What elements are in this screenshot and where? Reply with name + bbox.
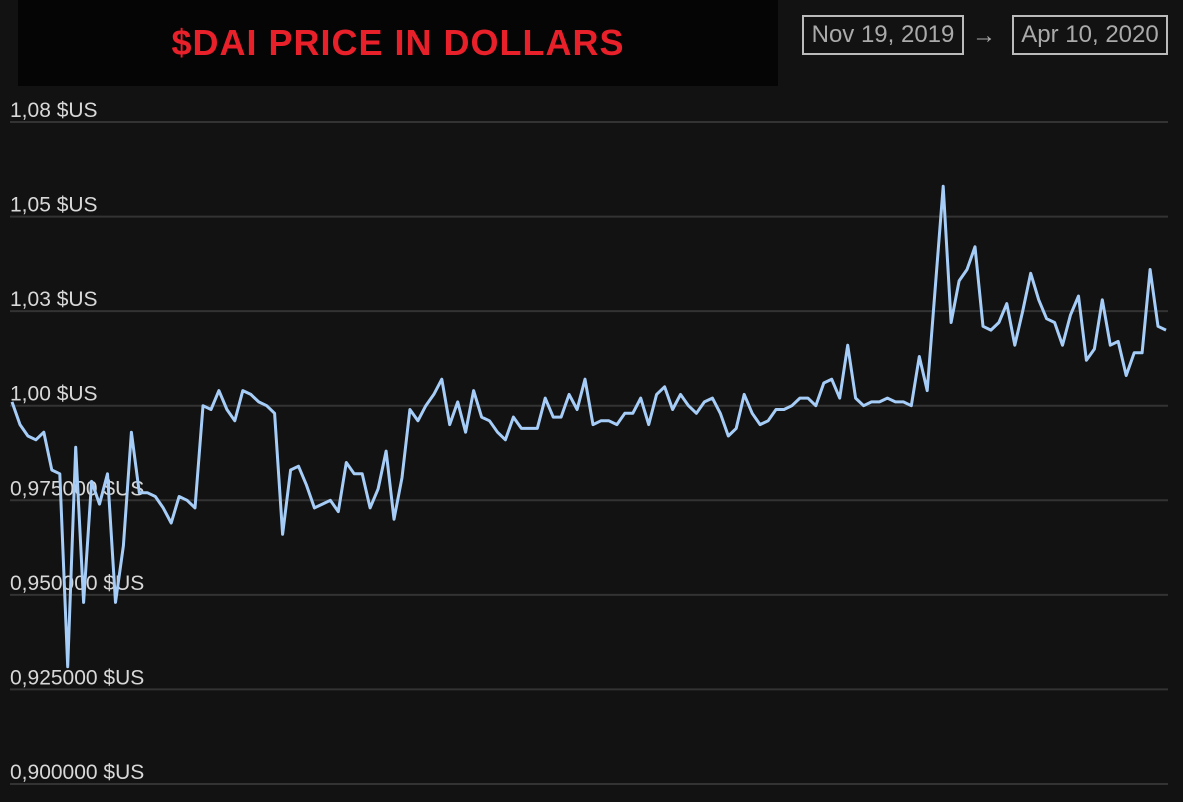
y-tick-label: 1,03 $US	[10, 288, 98, 311]
start-date[interactable]: Nov 19, 2019	[802, 15, 964, 55]
y-tick-label: 0,925000 $US	[10, 666, 144, 689]
y-tick-label: 0,900000 $US	[10, 761, 144, 784]
y-tick-label: 0,950000 $US	[10, 572, 144, 595]
chart-title: $DAI PRICE IN DOLLARS	[18, 0, 778, 86]
price-line	[10, 184, 1167, 669]
y-tick-label: 1,05 $US	[10, 194, 98, 217]
y-tick-label: 1,00 $US	[10, 383, 98, 406]
date-separator: →	[972, 22, 996, 49]
y-tick-label: 1,08 $US	[10, 99, 98, 122]
end-date[interactable]: Apr 10, 2020	[1012, 15, 1168, 55]
